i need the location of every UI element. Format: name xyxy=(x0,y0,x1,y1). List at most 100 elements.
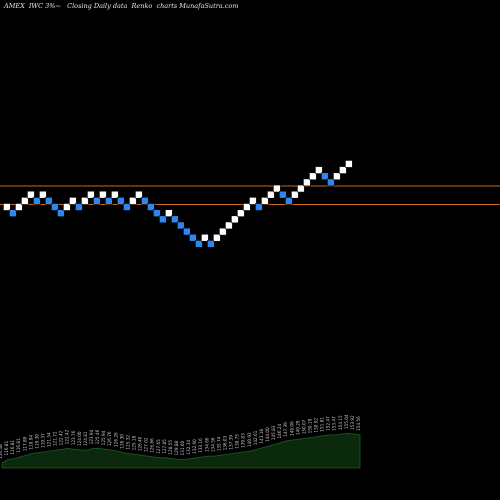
volume-label-57: 154.15 xyxy=(338,415,343,430)
up-brick-46 xyxy=(273,184,281,193)
volume-label-60: 154.56 xyxy=(356,416,361,431)
volume-label-40: 138.75 xyxy=(235,434,240,449)
down-brick-2 xyxy=(9,209,17,217)
volume-label-1: 116.48 xyxy=(0,444,3,459)
up-brick-4 xyxy=(21,197,29,205)
down-brick-48 xyxy=(285,197,293,205)
down-brick-27 xyxy=(159,215,167,224)
volume-label-48: 147.39 xyxy=(283,422,288,437)
down-brick-8 xyxy=(45,197,53,205)
down-brick-55 xyxy=(327,178,335,187)
up-brick-28 xyxy=(165,209,173,217)
volume-label-51: 150.07 xyxy=(301,419,306,434)
volume-label-3: 116.81 xyxy=(10,440,15,455)
down-brick-24 xyxy=(141,197,149,205)
up-brick-14 xyxy=(81,197,89,205)
up-brick-11 xyxy=(63,203,71,211)
down-brick-26 xyxy=(153,209,161,217)
down-brick-13 xyxy=(75,203,83,211)
volume-label-59: 153.92 xyxy=(350,415,355,430)
up-brick-52 xyxy=(309,172,317,181)
volume-label-16: 123.94 xyxy=(89,429,94,444)
up-brick-56 xyxy=(333,172,341,181)
down-brick-30 xyxy=(177,221,185,230)
volume-label-54: 151.81 xyxy=(320,417,325,432)
volume-label-15: 124.81 xyxy=(83,431,88,446)
up-brick-58 xyxy=(345,160,353,168)
volume-label-36: 134.56 xyxy=(210,437,215,452)
volume-label-47: 146.24 xyxy=(277,424,282,439)
down-brick-21 xyxy=(123,203,131,211)
volume-label-45: 144.00 xyxy=(265,427,270,442)
up-brick-1 xyxy=(3,203,11,211)
volume-label-17: 125.46 xyxy=(95,429,100,444)
volume-label-31: 131.60 xyxy=(180,441,185,456)
volume-label-21: 126.30 xyxy=(119,434,124,449)
volume-label-32: 132.34 xyxy=(186,440,191,455)
volume-label-9: 121.54 xyxy=(47,432,52,447)
volume-label-28: 127.85 xyxy=(162,439,167,454)
up-brick-49 xyxy=(291,190,299,199)
down-brick-31 xyxy=(183,227,191,236)
up-brick-15 xyxy=(87,190,95,199)
up-brick-36 xyxy=(213,233,221,242)
up-brick-37 xyxy=(219,227,227,236)
volume-label-12: 122.42 xyxy=(65,429,70,444)
up-brick-50 xyxy=(297,184,305,193)
volume-label-55: 152.47 xyxy=(326,416,331,431)
up-brick-39 xyxy=(231,215,239,224)
volume-label-22: 125.32 xyxy=(125,435,130,450)
volume-label-38: 136.03 xyxy=(223,435,228,450)
down-brick-18 xyxy=(105,197,113,205)
volume-label-44: 143.18 xyxy=(259,429,264,444)
up-brick-7 xyxy=(39,190,47,199)
volume-label-34: 133.16 xyxy=(198,438,203,453)
volume-label-25: 127.02 xyxy=(144,437,149,452)
up-brick-57 xyxy=(339,166,347,174)
volume-label-41: 139.83 xyxy=(241,433,246,448)
volume-label-33: 132.60 xyxy=(192,439,197,454)
up-brick-40 xyxy=(237,209,245,217)
up-brick-23 xyxy=(135,190,143,199)
down-brick-35 xyxy=(207,240,215,248)
up-brick-45 xyxy=(267,190,275,199)
up-brick-44 xyxy=(261,197,269,205)
down-brick-32 xyxy=(189,233,197,242)
volume-label-20: 126.26 xyxy=(113,432,118,447)
volume-label-6: 118.94 xyxy=(28,435,33,450)
volume-label-46: 145.83 xyxy=(271,425,276,440)
down-brick-10 xyxy=(57,209,65,217)
volume-label-58: 155.04 xyxy=(344,414,349,429)
volume-label-11: 122.42 xyxy=(59,430,64,445)
down-brick-25 xyxy=(147,203,155,211)
down-brick-9 xyxy=(51,203,59,211)
volume-label-24: 126.40 xyxy=(138,436,143,451)
volume-area xyxy=(1,432,361,469)
down-brick-47 xyxy=(279,190,287,199)
volume-label-35: 134.66 xyxy=(204,437,209,452)
volume-label-10: 121.72 xyxy=(53,431,58,446)
volume-label-23: 125.18 xyxy=(132,435,137,450)
volume-label-50: 149.29 xyxy=(295,420,300,435)
volume-label-26: 126.86 xyxy=(150,438,155,453)
up-brick-22 xyxy=(129,197,137,205)
down-brick-6 xyxy=(33,197,41,205)
up-brick-5 xyxy=(27,190,35,199)
down-brick-33 xyxy=(195,240,203,248)
volume-label-30: 129.88 xyxy=(174,441,179,456)
volume-label-37: 135.74 xyxy=(216,436,221,451)
up-brick-3 xyxy=(15,203,23,211)
up-brick-34 xyxy=(201,233,209,242)
down-brick-20 xyxy=(117,197,125,205)
volume-label-5: 117.89 xyxy=(22,436,27,451)
up-brick-51 xyxy=(303,178,311,187)
volume-label-18: 125.94 xyxy=(101,430,106,445)
volume-label-8: 119.37 xyxy=(41,433,46,448)
volume-label-42: 140.92 xyxy=(247,432,252,447)
up-brick-19 xyxy=(111,190,119,199)
up-brick-17 xyxy=(99,190,107,199)
volume-label-19: 126.76 xyxy=(107,431,112,446)
down-brick-43 xyxy=(255,203,263,211)
up-brick-41 xyxy=(243,203,251,211)
